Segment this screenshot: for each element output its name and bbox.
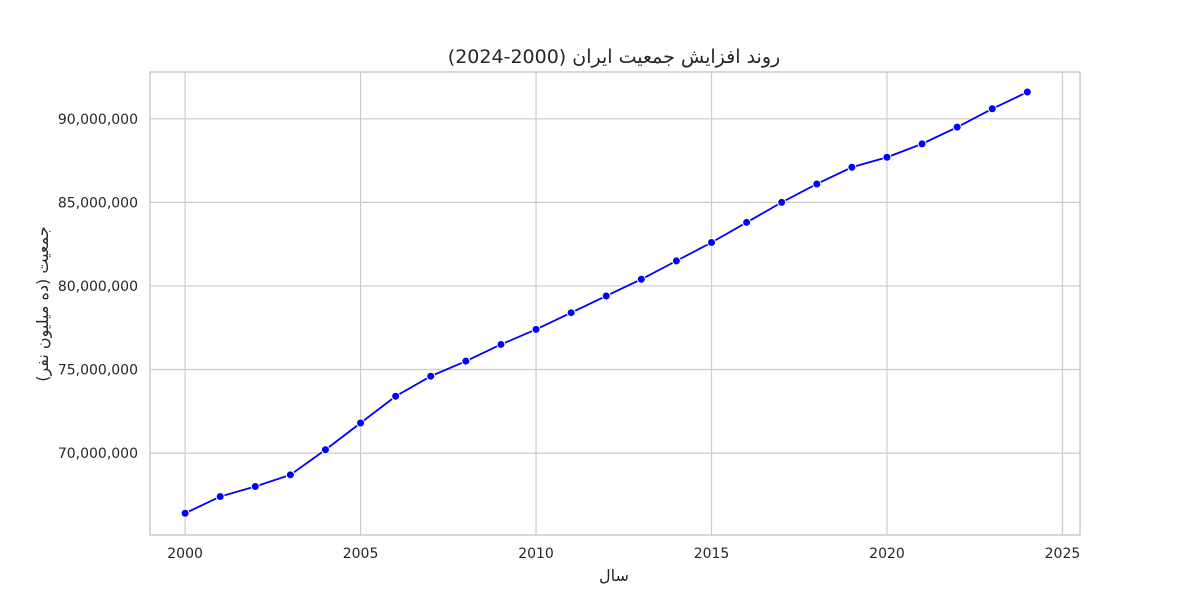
data-point: [987, 104, 997, 114]
y-tick-label: 75,000,000: [58, 363, 138, 379]
data-point: [707, 237, 717, 247]
data-point: [1022, 87, 1032, 97]
x-tick-label: 2015: [694, 546, 730, 562]
x-tick-label: 2010: [518, 546, 554, 562]
x-axis-label: سال: [599, 566, 629, 585]
data-point: [671, 256, 681, 266]
chart-title: روند افزایش جمعیت ایران (2000-2024): [448, 46, 780, 68]
data-point: [215, 492, 225, 502]
data-point: [461, 356, 471, 366]
y-tick-label: 80,000,000: [58, 279, 138, 295]
y-tick-label: 90,000,000: [58, 112, 138, 128]
series-line: [184, 91, 1028, 515]
data-point: [566, 308, 576, 318]
data-point: [812, 179, 822, 189]
data-point: [426, 371, 436, 381]
data-point: [952, 122, 962, 132]
data-point: [636, 274, 646, 284]
x-tick-labels: 2000 2005 2010 2015 2020 2025: [167, 546, 1080, 562]
y-tick-label: 85,000,000: [58, 195, 138, 211]
x-tick-label: 2000: [167, 546, 203, 562]
x-tick-label: 2020: [869, 546, 905, 562]
data-point: [250, 482, 260, 492]
data-point: [917, 139, 927, 149]
data-point: [601, 291, 611, 301]
data-point: [180, 508, 190, 518]
data-point: [847, 162, 857, 172]
data-point: [742, 217, 752, 227]
y-axis-label: جمعیت (ده میلیون نفر): [33, 226, 53, 382]
data-point: [531, 324, 541, 334]
plot-frame: [149, 71, 1081, 536]
data-point: [496, 339, 506, 349]
data-point: [882, 152, 892, 162]
series-layer: [180, 87, 1032, 518]
x-tick-label: 2005: [343, 546, 379, 562]
x-tick-label: 2025: [1045, 546, 1081, 562]
data-point: [285, 470, 295, 480]
y-tick-labels: 70,000,000 75,000,000 80,000,000 85,000,000…: [58, 112, 138, 462]
data-point: [320, 445, 330, 455]
data-point: [356, 418, 366, 428]
grid: [150, 72, 1080, 535]
data-point: [391, 391, 401, 401]
y-tick-label: 70,000,000: [58, 446, 138, 462]
data-point: [777, 197, 787, 207]
